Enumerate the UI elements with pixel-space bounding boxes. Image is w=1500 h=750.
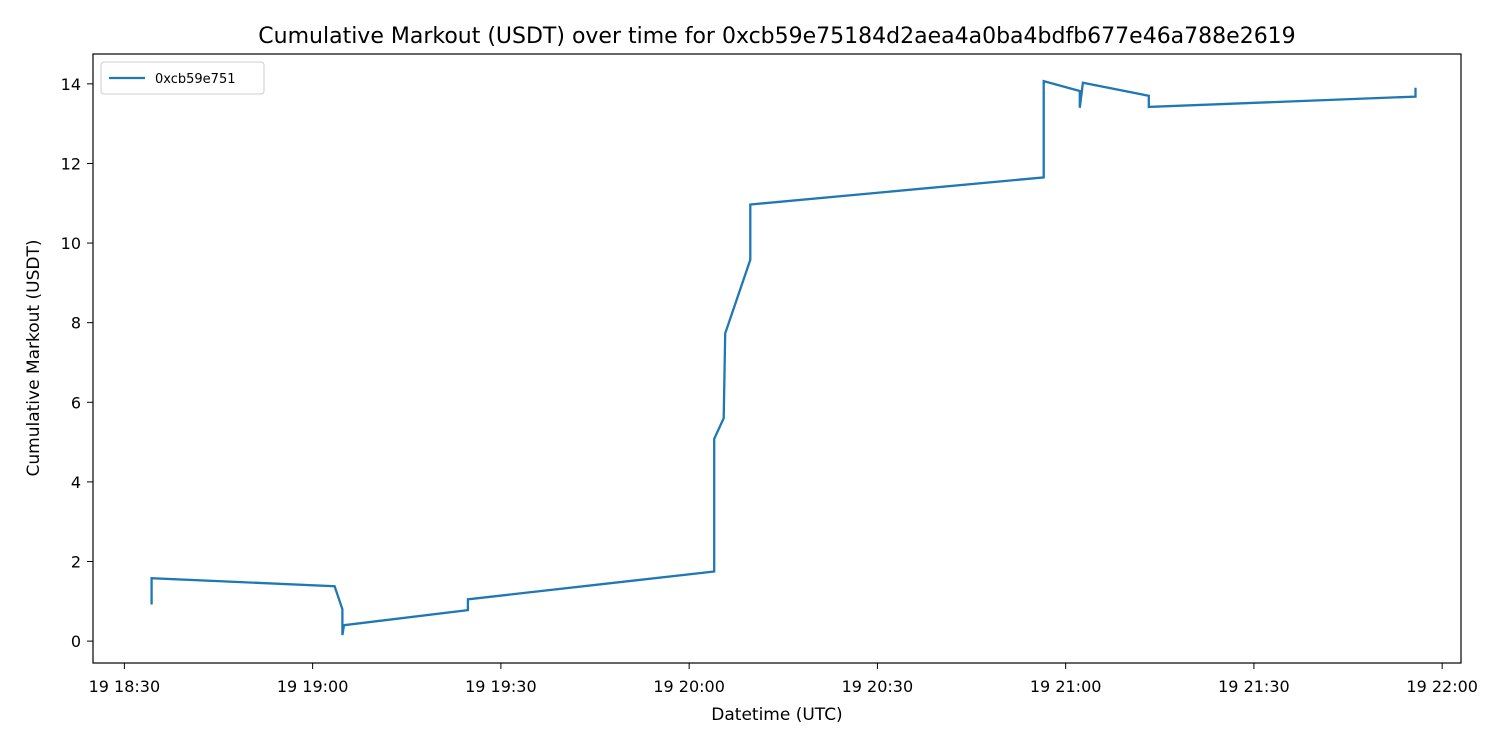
x-axis: 19 18:30 19 19:00 19 19:30 19 20:00 19 20:30… <box>89 663 1478 696</box>
y-tick-label: 4 <box>71 473 81 492</box>
x-tick-label: 19 19:30 <box>465 677 537 696</box>
legend-box <box>100 61 265 95</box>
y-tick-label: 2 <box>71 553 81 572</box>
y-tick-label: 12 <box>61 154 81 173</box>
plot-area <box>92 53 1462 664</box>
y-tick-label: 10 <box>61 234 81 253</box>
y-tick-label: 8 <box>71 314 81 333</box>
y-tick-label: 6 <box>71 393 81 412</box>
x-tick-label: 19 22:00 <box>1406 677 1478 696</box>
y-axis: 0 2 4 6 8 10 12 14 <box>61 75 93 651</box>
y-axis-label: Cumulative Markout (USDT) <box>24 240 44 477</box>
x-tick-label: 19 18:30 <box>89 677 161 696</box>
chart-title: Cumulative Markout (USDT) over time for … <box>258 24 1295 49</box>
legend: 0xcb59e751 <box>100 61 265 95</box>
legend-label: 0xcb59e751 <box>155 72 236 87</box>
x-tick-label: 19 20:30 <box>842 677 914 696</box>
series-line <box>150 79 1417 636</box>
x-axis-label: Datetime (UTC) <box>711 705 842 725</box>
x-tick-label: 19 19:00 <box>277 677 349 696</box>
x-tick-label: 19 20:00 <box>653 677 725 696</box>
y-tick-label: 0 <box>71 632 81 651</box>
y-tick-label: 14 <box>61 75 81 94</box>
x-tick-label: 19 21:00 <box>1030 677 1102 696</box>
x-tick-label: 19 21:30 <box>1218 677 1290 696</box>
